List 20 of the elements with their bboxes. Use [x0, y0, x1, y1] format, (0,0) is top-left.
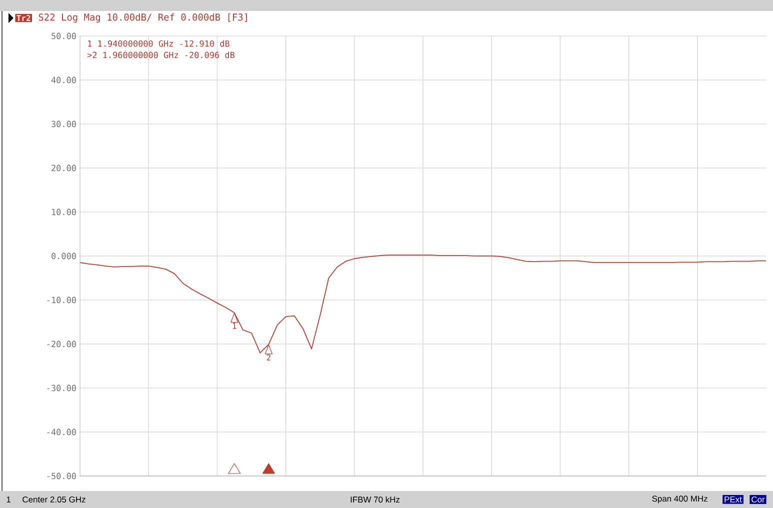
y-tick-label: 30.00	[52, 120, 76, 128]
annotation: 1 1.940000000 GHz -12.910 dB	[88, 40, 230, 47]
y-tick-label: -20.00	[47, 340, 76, 348]
y-tick-label: -50.00	[47, 472, 76, 480]
text: IFBW 70 kHz	[350, 496, 400, 503]
y-tick-label: -40.00	[47, 428, 76, 436]
y-tick-label: 50.00	[52, 32, 76, 40]
y-tick-label: 0.000	[52, 252, 76, 260]
text: PExt	[724, 496, 742, 502]
y-tick-label: -10.00	[47, 296, 76, 304]
text: Span 400 MHz	[652, 496, 708, 504]
y-tick-label: 20.00	[52, 164, 76, 172]
annotation: >2 1.960000000 GHz -20.096 dB	[87, 52, 235, 58]
y-tick-label: 10.00	[52, 208, 76, 216]
y-tick-label: -30.00	[47, 384, 76, 392]
text: Cor	[752, 496, 765, 502]
text: 1	[6, 496, 11, 502]
text: Center 2.05 GHz	[22, 496, 86, 502]
chart-title: S22 Log Mag 10.00dB/ Ref 0.000dB [F3]	[38, 13, 247, 23]
y-tick-label: 40.00	[51, 76, 76, 84]
